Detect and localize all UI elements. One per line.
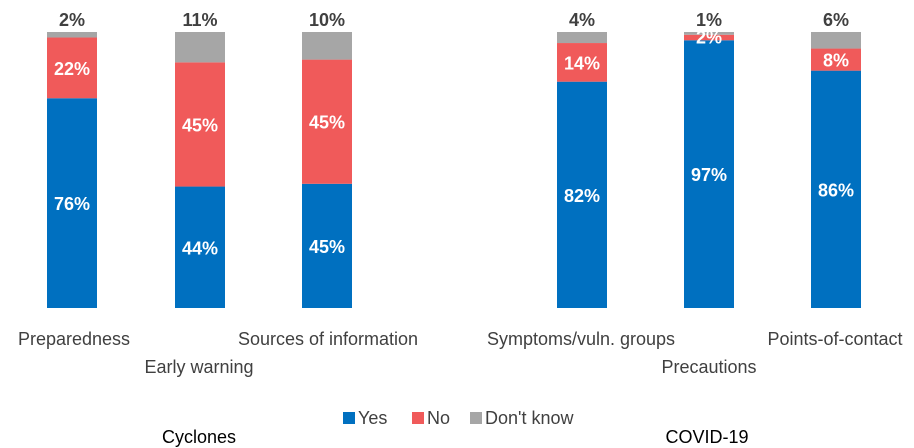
bar-yes-points-of-contact (811, 70, 861, 308)
data-label-don-t-know-symptoms-vuln-groups: 4% (569, 10, 595, 30)
data-label-no-symptoms-vuln-groups: 14% (564, 53, 600, 73)
data-label-don-t-know-sources-of-information: 10% (309, 10, 345, 30)
category-label-preparedness: Preparedness (18, 329, 130, 349)
bar-yes-early-warning (175, 186, 225, 308)
legend-swatch-yes (343, 412, 355, 424)
data-label-no-early-warning: 45% (182, 115, 218, 135)
data-label-yes-points-of-contact: 86% (818, 180, 854, 200)
legend-label-yes: Yes (358, 408, 387, 428)
bar-don-t-know-precautions (684, 32, 734, 35)
bar-don-t-know-symptoms-vuln-groups (557, 32, 607, 44)
data-label-no-precautions: 2% (696, 28, 722, 48)
data-label-don-t-know-points-of-contact: 6% (823, 10, 849, 30)
bar-don-t-know-preparedness (47, 32, 97, 38)
legend-swatch-no (412, 412, 424, 424)
bar-yes-sources-of-information (302, 183, 352, 308)
data-label-yes-precautions: 97% (691, 165, 727, 185)
bar-no-precautions (684, 34, 734, 41)
bar-don-t-know-early-warning (175, 32, 225, 63)
bar-don-t-know-points-of-contact (811, 32, 861, 49)
bar-yes-preparedness (47, 98, 97, 309)
legend-label-don-t-know: Don't know (485, 408, 574, 428)
data-label-don-t-know-early-warning: 11% (182, 10, 217, 30)
category-label-early-warning: Early warning (144, 357, 253, 377)
group-label-cyclones: Cyclones (162, 427, 236, 447)
bar-don-t-know-sources-of-information (302, 32, 352, 60)
bar-no-sources-of-information (302, 59, 352, 184)
data-label-don-t-know-precautions: 1% (696, 10, 722, 30)
data-label-yes-sources-of-information: 45% (309, 237, 345, 257)
category-label-precautions: Precautions (661, 357, 756, 377)
data-label-yes-preparedness: 76% (54, 194, 90, 214)
legend-swatch-don-t-know (470, 412, 482, 424)
bar-yes-symptoms-vuln-groups (557, 81, 607, 309)
data-label-no-preparedness: 22% (54, 59, 90, 79)
legend-label-no: No (427, 408, 450, 428)
data-label-yes-early-warning: 44% (182, 238, 218, 258)
data-label-yes-symptoms-vuln-groups: 82% (564, 186, 600, 206)
data-label-don-t-know-preparedness: 2% (59, 10, 85, 30)
data-label-no-sources-of-information: 45% (309, 113, 345, 133)
bar-yes-precautions (684, 40, 734, 308)
bar-no-symptoms-vuln-groups (557, 43, 607, 82)
group-label-covid-19: COVID-19 (665, 427, 748, 447)
bar-no-points-of-contact (811, 48, 861, 71)
category-label-points-of-contact: Points-of-contact (767, 329, 902, 349)
data-label-no-points-of-contact: 8% (823, 51, 849, 71)
bar-no-early-warning (175, 62, 225, 187)
category-label-symptoms-vuln-groups: Symptoms/vuln. groups (487, 329, 675, 349)
category-label-sources-of-information: Sources of information (238, 329, 418, 349)
bar-no-preparedness (47, 37, 97, 99)
